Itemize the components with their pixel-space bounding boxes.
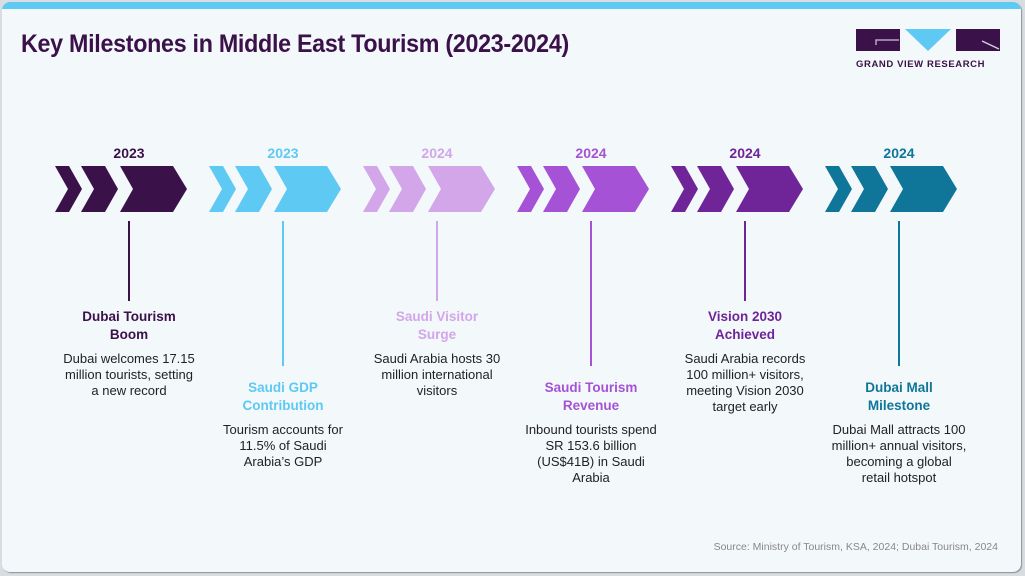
chevron-arrow-icon xyxy=(363,166,495,212)
milestone-label: Saudi Tourism Revenue xyxy=(544,380,638,413)
milestone-year: 2024 xyxy=(575,145,607,161)
chevron-arrow-icon xyxy=(517,166,649,212)
logo-text: GRAND VIEW RESEARCH xyxy=(856,59,986,70)
milestone-description: Dubai Mall attracts 100 million+ annual … xyxy=(831,422,967,485)
milestone-year: 2024 xyxy=(729,145,761,161)
source-note: Source: Ministry of Tourism, KSA, 2024; … xyxy=(713,541,998,553)
milestone-label: Vision 2030 Achieved xyxy=(707,309,783,342)
milestone-label: Saudi GDP Contribution xyxy=(242,380,324,413)
connector-line xyxy=(282,221,284,366)
connector-line xyxy=(590,221,592,366)
connector-line xyxy=(128,221,130,301)
chevron-arrow-icon xyxy=(209,166,341,212)
milestone-label: Dubai Tourism Boom xyxy=(82,309,176,342)
milestone-year: 2023 xyxy=(267,145,299,161)
chevron-arrow-icon xyxy=(825,166,957,212)
connector-line xyxy=(436,221,438,301)
milestone-year: 2024 xyxy=(421,145,453,161)
connector-line xyxy=(898,221,900,366)
milestone-description: Tourism accounts for 11.5% of Saudi Arab… xyxy=(223,422,343,469)
connector-line xyxy=(744,221,746,301)
milestone-description: Saudi Arabia hosts 30 million internatio… xyxy=(373,351,501,398)
milestone-description: Inbound tourists spend SR 153.6 billion … xyxy=(525,422,657,485)
milestone-year: 2024 xyxy=(883,145,915,161)
milestone-description: Dubai welcomes 17.15 million tourists, s… xyxy=(63,351,195,398)
milestone-label: Dubai Mall Milestone xyxy=(865,380,933,413)
milestone-description: Saudi Arabia records 100 million+ visito… xyxy=(684,351,806,414)
chevron-arrow-icon xyxy=(671,166,803,212)
milestone-label: Saudi Visitor Surge xyxy=(395,309,479,342)
grand-view-research-logo-icon xyxy=(856,29,1000,51)
milestone-year: 2023 xyxy=(113,145,145,161)
top-accent-bar xyxy=(2,2,1021,9)
page-title: Key Milestones in Middle East Tourism (2… xyxy=(21,30,569,58)
chevron-arrow-icon xyxy=(55,166,187,212)
